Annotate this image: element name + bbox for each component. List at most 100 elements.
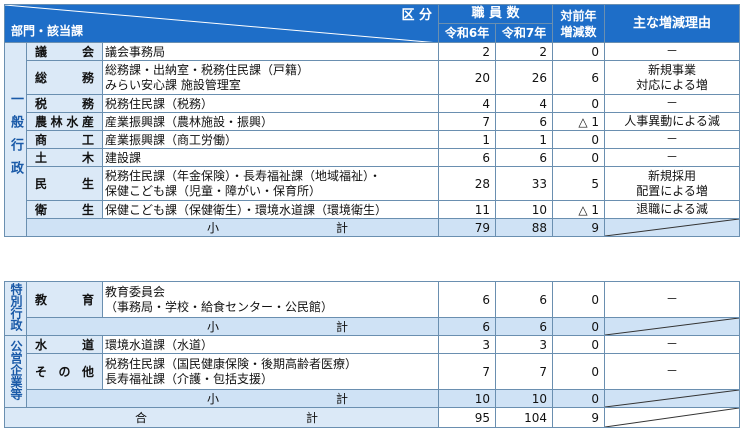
subtotal-change: 0 <box>552 389 605 408</box>
reason-cell: 退職による減 <box>604 200 741 219</box>
table-row: そ の 他 税務住民課（国民健康保険・後期高齢者医療） 長寿福祉課（介護・包括支援… <box>5 353 740 390</box>
group-general-label: 一般行政 <box>8 91 23 184</box>
change-cell: 0 <box>552 353 605 390</box>
r6-cell: 11 <box>438 200 497 219</box>
header-bumon: 部門・該当課 <box>11 24 84 38</box>
r6-cell: 20 <box>438 60 497 95</box>
header-change: 対前年 増減数 <box>552 4 606 43</box>
section-line: 総務課・出納室・税務住民課（戸籍） <box>105 62 310 77</box>
reason-cell: － <box>604 335 740 354</box>
subtotal-reason-blank <box>604 389 740 408</box>
subtotal-label: 小 計 <box>25 218 440 237</box>
table-row: 商 工 産業振興課（商工労働） 1 1 0 － <box>5 130 741 149</box>
r6-cell: 6 <box>438 148 497 167</box>
subtotal-r6: 10 <box>438 389 496 408</box>
table-row: 総 務 総務課・出納室・税務住民課（戸籍） みらい安心課 施設管理室 20 26 … <box>5 60 741 95</box>
section-line: 税務住民課（国民健康保険・後期高齢者医療） <box>105 356 358 371</box>
reason-cell: － <box>604 42 741 61</box>
reason-line: 配置による増 <box>636 183 708 198</box>
r6-cell: 4 <box>438 94 497 113</box>
subtotal-change: 9 <box>552 218 606 237</box>
subtotal-r6: 79 <box>438 218 497 237</box>
group-special: 特別行政 <box>4 281 27 336</box>
section-cell: 教育委員会 （事務局・学校・給食センター・公民館） <box>102 281 439 318</box>
r7-cell: 3 <box>495 335 553 354</box>
section-cell: 税務住民課（年金保険）・長寿福祉課（地域福祉）・ 保健こども課（児童・障がい・保育… <box>101 166 440 201</box>
header-kubun-cell: 区 分 部門・該当課 <box>3 4 440 43</box>
section-line: （事務局・学校・給食センター・公民館） <box>105 299 334 314</box>
total-change: 9 <box>552 407 605 428</box>
change-cell: 0 <box>552 335 605 354</box>
table-row: 農林水産 産業振興課（農林施設・振興） 7 6 △ 1 人事異動による減 <box>5 112 741 131</box>
total-r7: 104 <box>495 407 553 428</box>
section-cell: 産業振興課（商工労働） <box>101 130 440 149</box>
r6-cell: 28 <box>438 166 497 201</box>
dept-cell: 民 生 <box>26 166 103 201</box>
section-cell: 産業振興課（農林施設・振興） <box>101 112 440 131</box>
reason-cell: － <box>604 281 740 318</box>
reason-line: 新規採用 <box>648 168 697 183</box>
subtotal-label: 小 計 <box>26 317 439 336</box>
change-cell: 6 <box>552 60 606 95</box>
section-cell: 議会事務局 <box>101 42 440 61</box>
section-cell: 建設課 <box>101 148 440 167</box>
reason-cell: 新規事業 対応による増 <box>604 60 741 95</box>
section-line: 長寿福祉課（介護・包括支援） <box>105 371 274 386</box>
dept-cell: 税 務 <box>26 94 103 113</box>
table-row: 公営企業等 水 道 環境水道課（水道） 3 3 0 － <box>4 335 740 408</box>
r7-cell: 6 <box>495 148 554 167</box>
r7-cell: 33 <box>495 166 554 201</box>
subtotal-r7: 88 <box>495 218 554 237</box>
staff-count-table-lower: 特別行政 教 育 教育委員会 （事務局・学校・給食センター・公民館） 6 6 0 … <box>4 281 740 428</box>
change-cell: △ 1 <box>552 112 606 131</box>
dept-cell: 土 木 <box>26 148 103 167</box>
dept-cell: そ の 他 <box>26 353 103 390</box>
section-cell: 税務住民課（税務） <box>101 94 440 113</box>
r7-cell: 2 <box>495 42 554 61</box>
r6-cell: 7 <box>438 112 497 131</box>
table-row: 一般行政 議 会 議会事務局 2 2 0 － <box>4 42 741 237</box>
reason-cell: 人事異動による減 <box>604 112 741 131</box>
change-cell: 5 <box>552 166 606 201</box>
r6-cell: 7 <box>438 353 496 390</box>
r6-cell: 2 <box>438 42 497 61</box>
change-cell: 0 <box>552 94 606 113</box>
section-cell: 環境水道課（水道） <box>102 335 439 354</box>
diagonal-line <box>605 390 739 407</box>
total-label: 合 計 <box>4 407 439 428</box>
change-cell: 0 <box>552 42 606 61</box>
staff-count-table: 区 分 部門・該当課 職 員 数 対前年 増減数 主な増減理由 令和6年 令和7… <box>3 4 741 237</box>
subtotal-reason-blank <box>604 218 741 237</box>
diagonal-line <box>605 408 739 427</box>
reason-line: 新規事業 <box>648 62 697 77</box>
subtotal-r6: 6 <box>438 317 496 336</box>
header-reason: 主な増減理由 <box>604 4 741 43</box>
dept-cell: 商 工 <box>26 130 103 149</box>
dept-cell: 議 会 <box>26 42 103 61</box>
subtotal-change: 0 <box>552 317 605 336</box>
header-shokuin: 職 員 数 <box>438 4 554 24</box>
r7-cell: 6 <box>495 281 553 318</box>
subtotal-row-general: 小 計 79 88 9 <box>5 218 741 237</box>
table-row: 土 木 建設課 6 6 0 － <box>5 148 741 167</box>
change-cell: △ 1 <box>552 200 606 219</box>
section-line: みらい安心課 施設管理室 <box>105 77 241 92</box>
dept-cell: 農林水産 <box>26 112 103 131</box>
group-special-label: 特別行政 <box>9 283 23 331</box>
r7-cell: 4 <box>495 94 554 113</box>
group-public: 公営企業等 <box>4 335 27 408</box>
reason-cell: － <box>604 148 741 167</box>
section-cell: 保健こども課（保健衛生）・環境水道課（環境衛生） <box>101 200 440 219</box>
total-r6: 95 <box>438 407 496 428</box>
table-row: 税 務 税務住民課（税務） 4 4 0 － <box>5 94 741 113</box>
r7-cell: 7 <box>495 353 553 390</box>
reason-cell: － <box>604 94 741 113</box>
subtotal-label: 小 計 <box>26 389 439 408</box>
change-cell: 0 <box>552 148 606 167</box>
header-r6: 令和6年 <box>438 23 497 43</box>
change-cell: 0 <box>552 130 606 149</box>
subtotal-r7: 6 <box>495 317 553 336</box>
r7-cell: 10 <box>495 200 554 219</box>
reason-cell: － <box>604 353 740 390</box>
